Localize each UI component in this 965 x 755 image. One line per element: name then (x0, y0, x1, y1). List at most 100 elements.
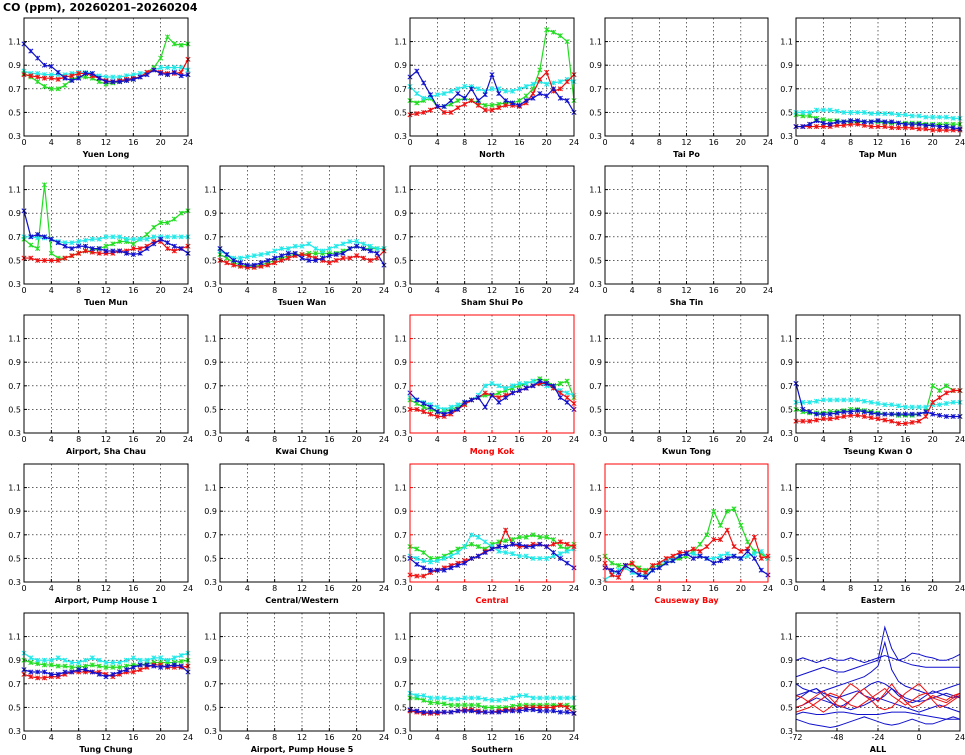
data-point-cyan (503, 549, 509, 556)
panel-kwai-chung: 0 4 8 12 16 20 24 0.3 0.5 0.7 0.9 1.1 Kwai Chung (204, 314, 389, 456)
data-point-cyan (441, 406, 447, 412)
data-point-blue (544, 380, 550, 386)
data-point-cyan (902, 404, 908, 410)
data-point-green (609, 560, 615, 566)
data-point-red (41, 75, 48, 81)
data-point-cyan (434, 92, 440, 98)
data-point-blue (137, 662, 143, 668)
data-point-cyan (110, 234, 116, 240)
data-point-blue (319, 255, 326, 261)
y-tick-label: 0.3 (8, 429, 21, 438)
data-point-cyan (523, 380, 529, 386)
data-point-blue (557, 95, 563, 101)
y-tick-label: 0.7 (394, 531, 407, 540)
data-point-cyan (462, 83, 468, 89)
x-tick-label: 12 (487, 435, 497, 444)
x-tick-label: -72 (789, 733, 802, 742)
data-point-cyan (895, 403, 902, 409)
data-point-blue (455, 406, 461, 412)
data-point-green (516, 534, 522, 540)
x-tick-label: 16 (709, 584, 719, 593)
data-point-blue (117, 248, 123, 254)
data-point-cyan (82, 657, 89, 663)
x-tick-label: 4 (435, 733, 440, 742)
data-point-blue (434, 567, 440, 573)
data-point-red (224, 260, 230, 266)
data-point-cyan (503, 696, 509, 702)
data-point-blue (820, 120, 826, 126)
y-tick-label: 0.5 (394, 703, 407, 712)
data-point-cyan (564, 548, 570, 554)
data-point-cyan (841, 397, 847, 403)
data-point-red (557, 539, 563, 545)
data-point-cyan (496, 383, 502, 389)
data-point-blue (427, 92, 434, 98)
data-point-red (916, 418, 922, 424)
x-tick-label: 12 (101, 584, 111, 593)
data-point-blue (841, 119, 847, 125)
data-point-blue (854, 408, 861, 414)
data-point-cyan (916, 113, 922, 119)
data-point-blue (178, 73, 184, 79)
data-point-blue (455, 708, 461, 714)
y-tick-label: 0.9 (589, 61, 602, 70)
panel-tsuen-wan: 0 4 8 12 16 20 24 0.3 0.5 0.7 0.9 1.1 Tsuen Wan (204, 165, 389, 307)
x-tick-label: 20 (542, 138, 552, 147)
data-point-blue (482, 92, 488, 98)
panel-frame (219, 165, 385, 285)
x-tick-label: 4 (630, 584, 635, 593)
y-tick-label: 1.1 (394, 633, 407, 642)
panel-sham-shui-po: 0 4 8 12 16 20 24 0.3 0.5 0.7 0.9 1.1 Sham Shui Po (394, 165, 579, 307)
data-point-blue (475, 98, 481, 104)
data-point-blue (455, 562, 461, 569)
data-point-blue (55, 69, 61, 75)
data-point-red (544, 69, 550, 75)
data-point-red (882, 417, 888, 423)
data-point-blue (482, 404, 488, 410)
data-point-cyan (151, 234, 157, 240)
panel-frame (604, 165, 769, 285)
data-point-cyan (306, 241, 312, 247)
y-tick-label: 0.7 (394, 680, 407, 689)
y-tick-label: 1.1 (204, 335, 217, 344)
data-point-red (616, 574, 622, 580)
x-tick-label: 20 (156, 286, 166, 295)
panel-frame (795, 17, 961, 137)
y-tick-label: 1.1 (589, 38, 602, 47)
data-point-blue (629, 567, 635, 573)
panel-title: Airport, Pump House 1 (55, 596, 158, 605)
data-point-blue (462, 708, 468, 714)
data-point-blue (544, 93, 550, 99)
y-tick-label: 0.9 (8, 61, 21, 70)
x-tick-label: 8 (272, 733, 277, 742)
x-tick-label: 0 (217, 733, 222, 742)
data-point-green (421, 697, 427, 703)
data-point-red (670, 553, 676, 559)
x-tick-label: 16 (709, 138, 719, 147)
x-tick-label: 24 (569, 435, 579, 444)
data-point-red (489, 107, 495, 113)
data-point-green (62, 82, 68, 88)
data-point-blue (117, 669, 123, 675)
panel-title: Sham Shui Po (461, 298, 524, 307)
data-point-blue (704, 555, 710, 561)
data-point-green (313, 250, 319, 256)
y-tick-label: 0.5 (394, 405, 407, 414)
data-point-green (48, 86, 54, 92)
y-tick-label: 1.1 (780, 38, 793, 47)
data-point-red (936, 395, 943, 401)
panel-north: 0 4 8 12 16 20 24 0.3 0.5 0.7 0.9 1.1 North (394, 17, 579, 159)
data-point-green (35, 79, 41, 85)
data-point-blue (496, 399, 502, 405)
panel-title: Central/Western (265, 596, 339, 605)
y-tick-label: 1.1 (780, 484, 793, 493)
panel-frame (409, 17, 575, 137)
all-series-line-9 (795, 683, 961, 713)
y-tick-label: 0.3 (589, 578, 602, 587)
x-tick-label: 8 (462, 435, 467, 444)
y-tick-label: 0.7 (8, 233, 21, 242)
data-point-blue (35, 55, 41, 61)
data-point-cyan (48, 657, 54, 663)
data-point-red (636, 567, 642, 573)
data-point-cyan (690, 551, 696, 557)
